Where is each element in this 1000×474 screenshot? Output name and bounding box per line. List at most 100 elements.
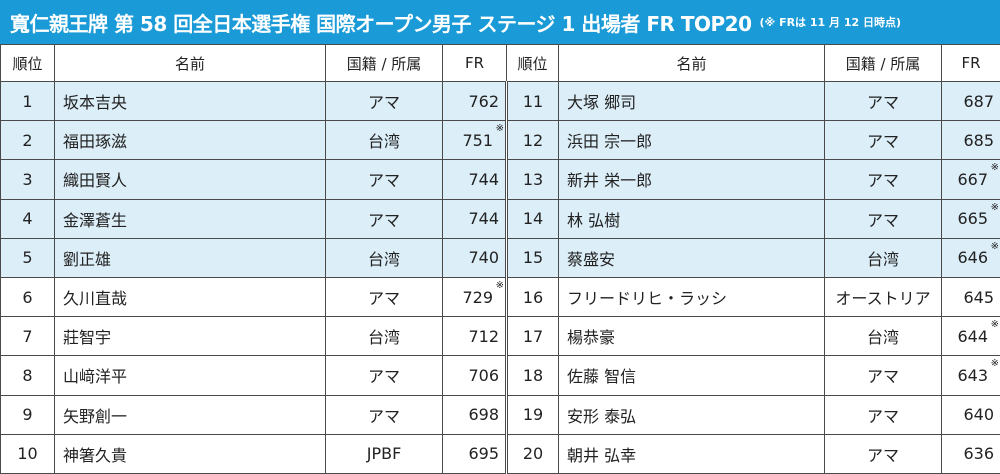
affiliation-cell: アマ xyxy=(824,120,942,161)
affiliation-cell: アマ xyxy=(824,433,942,474)
player-name-cell: 莊智宇 xyxy=(54,316,326,357)
fr-value-cell: 687 xyxy=(941,80,1000,122)
rank-cell: 17 xyxy=(505,316,559,357)
player-name-cell: 安形 泰弘 xyxy=(558,394,825,435)
name-header: 名前 xyxy=(558,44,825,82)
player-name-cell: 大塚 郷司 xyxy=(558,80,825,122)
player-name-cell: 佐藤 智信 xyxy=(558,355,825,396)
fr-value-cell: 665 xyxy=(941,198,1000,239)
fr-value-cell: 744 xyxy=(442,159,507,200)
affiliation-cell: アマ xyxy=(325,276,443,318)
name-header: 名前 xyxy=(54,44,326,82)
fr-value-cell: 644 xyxy=(941,316,1000,357)
player-name-cell: 新井 栄一郎 xyxy=(558,159,825,200)
ranking-table: 順位 名前 国籍 / 所属 FR 順位 名前 国籍 / 所属 FR 1 坂本吉央ア… xyxy=(0,44,1000,474)
affiliation-cell: アマ xyxy=(325,159,443,200)
rank-cell: 5 xyxy=(0,237,55,278)
fr-value-cell: 643 xyxy=(941,355,1000,396)
table-header-row: 順位 名前 国籍 / 所属 FR 順位 名前 国籍 / 所属 FR xyxy=(0,44,1000,82)
rank-cell: 11 xyxy=(505,80,559,122)
fr-value-cell: 744 xyxy=(442,198,507,239)
table-row: 10 神箸久貴 JPBF 695 20 朝井 弘幸 アマ 636 xyxy=(0,433,1000,474)
player-name-cell: 楊恭豪 xyxy=(558,316,825,357)
affiliation-cell: アマ xyxy=(325,80,443,122)
player-name-cell: 金澤蒼生 xyxy=(54,198,326,239)
table-row: 7 莊智宇 台湾 712 17 楊恭豪 台湾 644 xyxy=(0,316,1000,357)
fr-value-cell: 636 xyxy=(941,433,1000,474)
table-row: 4 金澤蒼生 アマ 744 14 林 弘樹 アマ 665 xyxy=(0,198,1000,239)
player-name-cell: 神箸久貴 xyxy=(54,433,326,474)
affiliation-cell: 台湾 xyxy=(824,237,942,278)
rank-header: 順位 xyxy=(0,44,55,82)
rank-cell: 18 xyxy=(505,355,559,396)
table-row: 1 坂本吉央 アマ 762 11 大塚 郷司 アマ 687 xyxy=(0,80,1000,122)
table-row: 5 劉正雄 台湾 740 15 蔡盛安 台湾 646 xyxy=(0,237,1000,278)
player-name-cell: 久川直哉 xyxy=(54,276,326,318)
rank-cell: 12 xyxy=(505,120,559,161)
affiliation-cell: アマ xyxy=(824,80,942,122)
table-row: 3 織田賢人 アマ 744 13 新井 栄一郎 アマ 667 xyxy=(0,159,1000,200)
rank-cell: 19 xyxy=(505,394,559,435)
rank-cell: 9 xyxy=(0,394,55,435)
player-name-cell: フリードリヒ・ラッシ xyxy=(558,276,825,318)
affiliation-cell: アマ xyxy=(325,394,443,435)
table-row: 9 矢野創一 アマ 698 19 安形 泰弘 アマ 640 xyxy=(0,394,1000,435)
rank-cell: 4 xyxy=(0,198,55,239)
affiliation-cell: 台湾 xyxy=(325,120,443,161)
affiliation-cell: アマ xyxy=(325,198,443,239)
table-row: 8 山﨑洋平 アマ 706 18 佐藤 智信 アマ 643 xyxy=(0,355,1000,396)
affiliation-cell: アマ xyxy=(824,159,942,200)
rank-cell: 7 xyxy=(0,316,55,357)
page-title: 寬仁親王牌 第 58 回全日本選手権 国際オープン男子 ステージ 1 出場者 F… xyxy=(10,11,752,36)
player-name-cell: 山﨑洋平 xyxy=(54,355,326,396)
fr-value-cell: 712 xyxy=(442,316,507,357)
fr-value-cell: 762 xyxy=(442,80,507,122)
page-header: 寬仁親王牌 第 58 回全日本選手権 国際オープン男子 ステージ 1 出場者 F… xyxy=(0,0,1000,44)
fr-header: FR xyxy=(941,44,1000,82)
rank-header: 順位 xyxy=(506,44,559,82)
rank-cell: 13 xyxy=(505,159,559,200)
player-name-cell: 劉正雄 xyxy=(54,237,326,278)
fr-value-cell: 645 xyxy=(941,276,1000,318)
player-name-cell: 織田賢人 xyxy=(54,159,326,200)
affiliation-header: 国籍 / 所属 xyxy=(325,44,443,82)
fr-value-cell: 640 xyxy=(941,394,1000,435)
rank-cell: 16 xyxy=(505,276,559,318)
rank-cell: 8 xyxy=(0,355,55,396)
fr-header: FR xyxy=(442,44,507,82)
affiliation-header: 国籍 / 所属 xyxy=(824,44,942,82)
player-name-cell: 矢野創一 xyxy=(54,394,326,435)
affiliation-cell: JPBF xyxy=(325,433,443,474)
fr-value-cell: 740 xyxy=(442,237,507,278)
fr-value-cell: 695 xyxy=(442,433,507,474)
rank-cell: 15 xyxy=(505,237,559,278)
rank-cell: 6 xyxy=(0,276,55,318)
fr-value-cell: 751 xyxy=(442,120,507,161)
rank-cell: 3 xyxy=(0,159,55,200)
affiliation-cell: 台湾 xyxy=(824,316,942,357)
affiliation-cell: 台湾 xyxy=(325,316,443,357)
rank-cell: 14 xyxy=(505,198,559,239)
affiliation-cell: アマ xyxy=(824,394,942,435)
player-name-cell: 林 弘樹 xyxy=(558,198,825,239)
fr-value-cell: 698 xyxy=(442,394,507,435)
player-name-cell: 坂本吉央 xyxy=(54,80,326,122)
player-name-cell: 朝井 弘幸 xyxy=(558,433,825,474)
fr-value-cell: 729 xyxy=(442,276,507,318)
player-name-cell: 浜田 宗一郎 xyxy=(558,120,825,161)
rank-cell: 20 xyxy=(505,433,559,474)
rank-cell: 10 xyxy=(0,433,55,474)
affiliation-cell: アマ xyxy=(824,198,942,239)
fr-value-cell: 646 xyxy=(941,237,1000,278)
affiliation-cell: オーストリア xyxy=(824,276,942,318)
rank-cell: 2 xyxy=(0,120,55,161)
date-note: (※ FRは 11 月 12 日時点) xyxy=(759,16,902,29)
affiliation-cell: アマ xyxy=(824,355,942,396)
player-name-cell: 蔡盛安 xyxy=(558,237,825,278)
affiliation-cell: アマ xyxy=(325,355,443,396)
fr-value-cell: 685 xyxy=(941,120,1000,161)
fr-value-cell: 667 xyxy=(941,159,1000,200)
player-name-cell: 福田琢滋 xyxy=(54,120,326,161)
